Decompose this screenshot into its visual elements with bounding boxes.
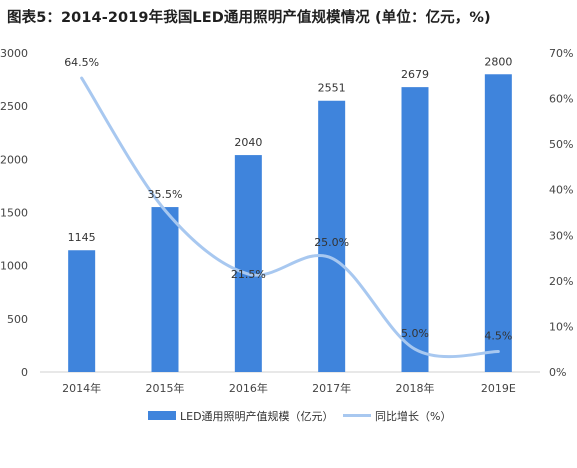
- chart-title: 图表5：2014-2019年我国LED通用照明产值规模情况 (单位：亿元，%): [7, 10, 491, 26]
- y-right-tick-label: 60%: [549, 93, 573, 106]
- line-value-label: 64.5%: [64, 56, 99, 69]
- bar: [484, 74, 512, 373]
- line-value-label: 4.5%: [484, 329, 512, 342]
- x-tick-label: 2018年: [396, 381, 435, 395]
- legend-line-label: 同比增长（%）: [375, 409, 451, 423]
- y-right-tick-label: 40%: [549, 184, 573, 197]
- y-right-tick-label: 70%: [549, 47, 573, 60]
- y-left-tick-label: 1000: [0, 260, 28, 273]
- x-tick-label: 2015年: [146, 381, 185, 395]
- y-left-tick-label: 1500: [0, 207, 28, 220]
- y-left-tick-label: 0: [21, 366, 28, 379]
- y-left-tick-label: 500: [7, 313, 28, 326]
- x-tick-label: 2016年: [229, 381, 268, 395]
- y-right-tick-label: 30%: [549, 229, 573, 242]
- bar-value-label: 2679: [401, 68, 429, 81]
- bar-value-label: 1145: [68, 231, 96, 244]
- x-tick-label: 2017年: [312, 381, 351, 395]
- bar-value-label: 2040: [234, 136, 262, 149]
- bar-value-label: 2551: [318, 82, 346, 95]
- bar: [234, 155, 262, 372]
- y-right-tick-label: 0%: [549, 366, 566, 379]
- bar: [68, 250, 96, 372]
- bar: [151, 207, 179, 372]
- bar: [318, 100, 346, 373]
- x-tick-label: 2014年: [62, 381, 101, 395]
- bar-value-label: 35.5%: [148, 188, 183, 201]
- legend-bar-label: LED通用照明产值规模（亿元）: [180, 409, 334, 423]
- line-value-label: 5.0%: [401, 327, 429, 340]
- bar-value-label: 2800: [484, 55, 512, 68]
- x-tick-label: 2019E: [481, 382, 516, 395]
- y-left-tick-label: 2500: [0, 100, 28, 113]
- y-right-tick-label: 20%: [549, 275, 573, 288]
- legend-bar-swatch: [148, 411, 176, 420]
- growth-line: [80, 76, 500, 359]
- y-right-tick-label: 50%: [549, 138, 573, 151]
- y-left-tick-label: 2000: [0, 153, 28, 166]
- line-value-label: 21.5%: [231, 268, 266, 281]
- y-right-tick-label: 10%: [549, 320, 573, 333]
- bar: [401, 87, 429, 373]
- y-left-tick-label: 3000: [0, 47, 28, 60]
- line-value-label: 25.0%: [314, 236, 349, 249]
